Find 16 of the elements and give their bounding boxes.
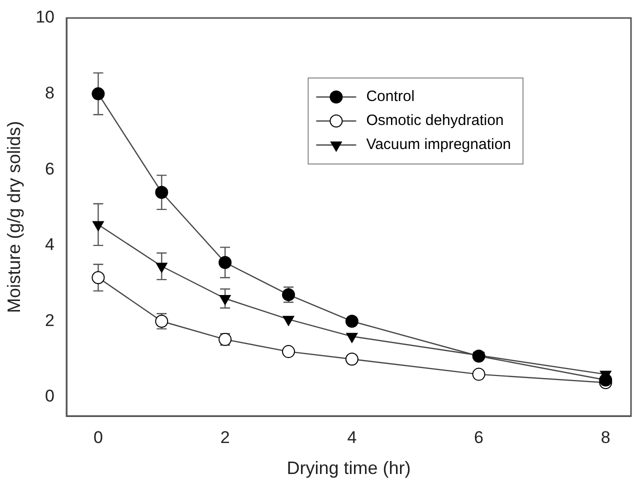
x-tick-label: 2 <box>220 428 230 447</box>
y-tick-label: 6 <box>45 159 55 178</box>
y-tick-label: 4 <box>45 235 55 254</box>
x-tick-label: 8 <box>600 428 610 447</box>
x-tick-label: 4 <box>347 428 357 447</box>
x-tick-label: 6 <box>474 428 484 447</box>
x-axis-title: Drying time (hr) <box>286 458 411 478</box>
y-tick-label: 10 <box>36 8 55 27</box>
legend-label: Osmotic dehydration <box>366 112 504 130</box>
legend-label: Vacuum impregnation <box>366 136 512 154</box>
legend-label: Control <box>366 88 415 106</box>
y-tick-label: 8 <box>45 83 55 102</box>
y-axis-title: Moisture (g/g dry solids) <box>4 120 24 314</box>
x-tick-label: 0 <box>93 428 103 447</box>
y-tick-label: 0 <box>45 386 55 406</box>
y-tick-label: 2 <box>45 310 55 330</box>
